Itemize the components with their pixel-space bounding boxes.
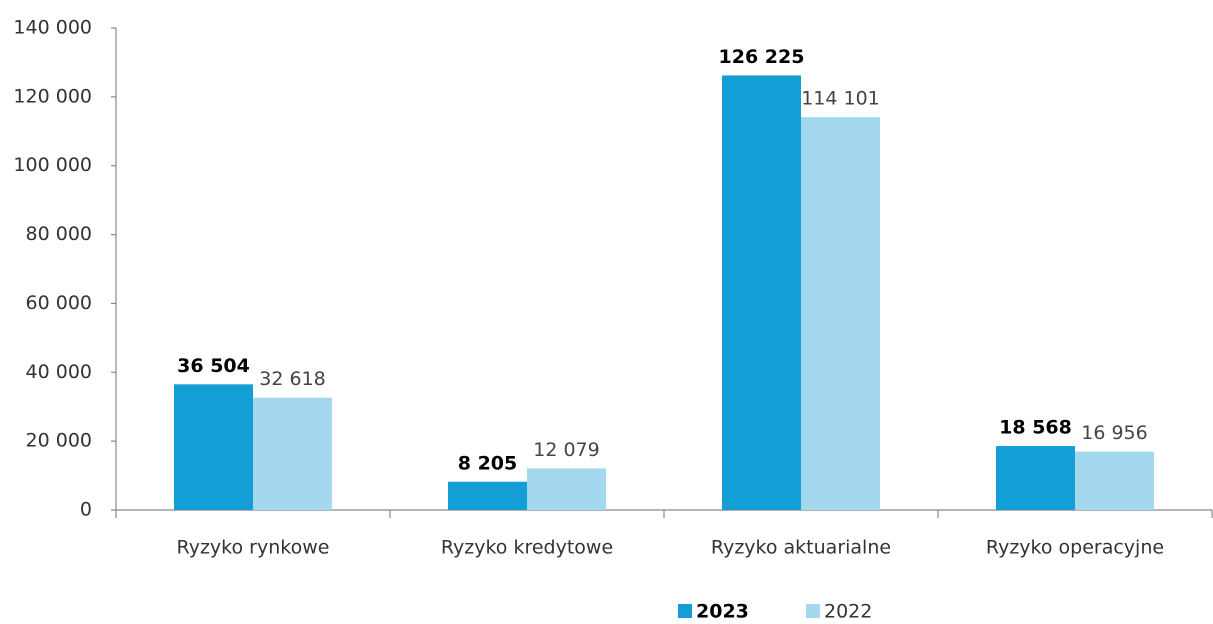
value-label: 32 618	[259, 368, 325, 390]
value-label: 12 079	[533, 439, 599, 461]
bar	[996, 446, 1075, 510]
x-tick-label: Ryzyko operacyjne	[986, 537, 1164, 559]
y-tick-label: 120 000	[13, 85, 92, 107]
legend-swatch	[806, 604, 820, 618]
x-tick-label: Ryzyko kredytowe	[441, 537, 613, 559]
legend-label: 2022	[824, 601, 872, 623]
bar	[448, 481, 527, 510]
y-tick-label: 140 000	[13, 17, 92, 39]
bar	[1075, 451, 1154, 510]
value-label: 36 504	[177, 355, 250, 377]
bar	[527, 468, 606, 510]
bar	[801, 117, 880, 510]
y-tick-label: 100 000	[13, 154, 92, 176]
y-tick-label: 40 000	[26, 361, 92, 383]
y-tick-label: 80 000	[26, 223, 92, 245]
value-label: 126 225	[719, 46, 805, 68]
legend-label: 2023	[696, 601, 749, 623]
bar	[722, 75, 801, 510]
legend-swatch	[678, 604, 692, 618]
y-tick-label: 60 000	[26, 292, 92, 314]
bar	[253, 397, 332, 510]
value-label: 8 205	[458, 452, 518, 474]
x-tick-label: Ryzyko rynkowe	[177, 537, 330, 559]
value-label: 16 956	[1081, 422, 1147, 444]
y-tick-label: 20 000	[26, 430, 92, 452]
value-label: 18 568	[999, 417, 1072, 439]
value-label: 114 101	[801, 88, 880, 110]
x-tick-label: Ryzyko aktuarialne	[711, 537, 891, 559]
bar	[174, 384, 253, 510]
y-tick-label: 0	[80, 499, 92, 521]
